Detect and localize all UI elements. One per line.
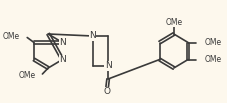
Text: OMe: OMe bbox=[165, 18, 183, 26]
Text: OMe: OMe bbox=[2, 32, 20, 41]
Text: O: O bbox=[104, 88, 111, 97]
Text: OMe: OMe bbox=[205, 55, 222, 64]
Text: N: N bbox=[89, 32, 96, 40]
Text: N: N bbox=[59, 38, 66, 47]
Text: OMe: OMe bbox=[19, 71, 36, 81]
Text: N: N bbox=[59, 55, 66, 64]
Text: OMe: OMe bbox=[205, 38, 222, 47]
Text: N: N bbox=[105, 61, 111, 70]
